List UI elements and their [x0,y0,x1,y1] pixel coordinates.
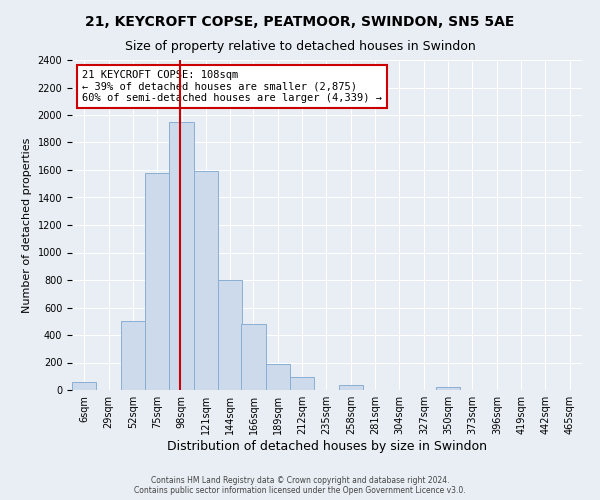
Bar [241,324,266,390]
Text: 21, KEYCROFT COPSE, PEATMOOR, SWINDON, SN5 5AE: 21, KEYCROFT COPSE, PEATMOOR, SWINDON, S… [85,15,515,29]
Bar [72,382,97,390]
Bar [338,385,363,390]
Bar [290,377,314,390]
Bar [218,280,242,390]
Text: Size of property relative to detached houses in Swindon: Size of property relative to detached ho… [125,40,475,53]
Text: Contains HM Land Registry data © Crown copyright and database right 2024.
Contai: Contains HM Land Registry data © Crown c… [134,476,466,495]
Bar [436,387,460,390]
Bar [145,174,169,390]
X-axis label: Distribution of detached houses by size in Swindon: Distribution of detached houses by size … [167,440,487,453]
Bar [121,322,145,390]
Bar [266,364,290,390]
Bar [169,122,194,390]
Bar [194,172,218,390]
Text: 21 KEYCROFT COPSE: 108sqm
← 39% of detached houses are smaller (2,875)
60% of se: 21 KEYCROFT COPSE: 108sqm ← 39% of detac… [82,70,382,103]
Y-axis label: Number of detached properties: Number of detached properties [22,138,32,312]
